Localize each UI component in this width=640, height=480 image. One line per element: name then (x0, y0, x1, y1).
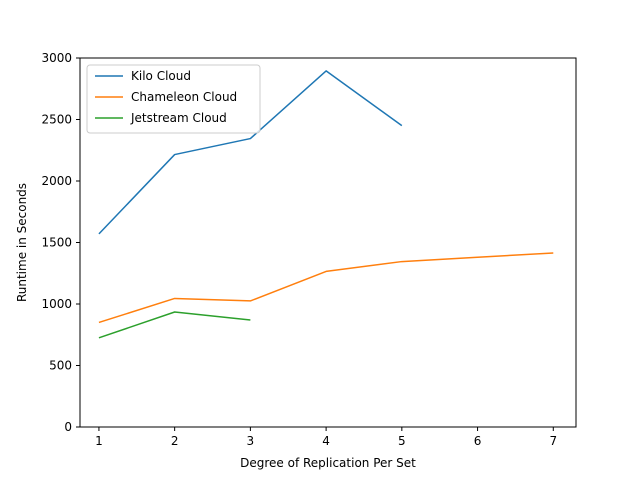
y-tick-label: 2500 (41, 113, 72, 127)
y-tick-label: 0 (64, 420, 72, 434)
y-tick-label: 1500 (41, 236, 72, 250)
series-line-kilo-cloud (98, 70, 403, 235)
y-tick-label: 2000 (41, 174, 72, 188)
legend-box (86, 64, 261, 134)
series-layer (98, 70, 554, 339)
x-tick-label: 5 (398, 434, 406, 448)
x-tick-label: 6 (474, 434, 482, 448)
legend-label-jetstream-cloud: Jetstream Cloud (130, 111, 227, 125)
y-tick-label: 500 (49, 359, 72, 373)
series-line-chameleon-cloud (98, 252, 554, 324)
y-tick-label: 1000 (41, 297, 72, 311)
plot-frame (79, 57, 577, 428)
legend-label-chameleon-cloud: Chameleon Cloud (131, 90, 237, 104)
y-tick-label: 3000 (41, 51, 72, 65)
legend: Kilo Cloud Chameleon Cloud Jetstream Cloud (86, 64, 261, 134)
x-tick-label: 4 (322, 434, 330, 448)
x-axis-label: Degree of Replication Per Set (240, 456, 416, 470)
x-tick-label: 1 (95, 434, 103, 448)
legend-label-kilo-cloud: Kilo Cloud (131, 69, 191, 83)
x-tick-label: 7 (549, 434, 557, 448)
x-tick-label: 2 (171, 434, 179, 448)
ticks-layer: 1 2 3 4 5 6 7 0 500 1000 1500 2000 2500 3000 (41, 51, 557, 448)
series-line-jetstream-cloud (98, 311, 251, 339)
x-tick-label: 3 (247, 434, 255, 448)
y-axis-label: Runtime in Seconds (15, 183, 29, 302)
